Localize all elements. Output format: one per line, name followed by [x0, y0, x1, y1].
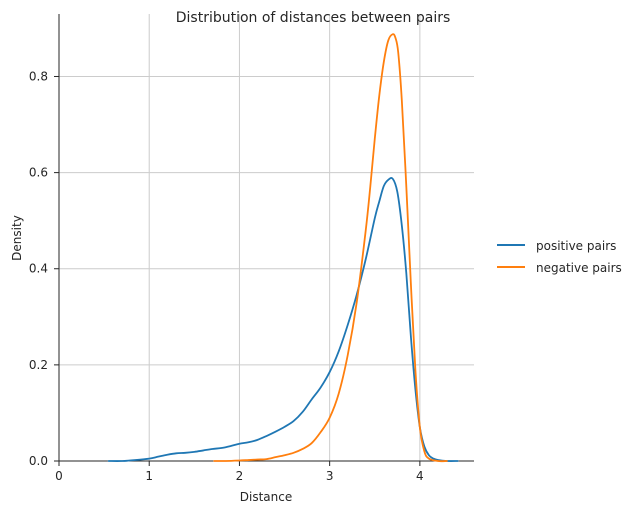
chart-title: Distribution of distances between pairs — [176, 10, 451, 26]
legend: positive pairs negative pairs — [497, 239, 622, 275]
y-tick-label: 0.4 — [29, 262, 48, 276]
legend-label-negative-pairs: negative pairs — [536, 261, 622, 275]
series-lines — [107, 33, 459, 463]
x-tick-label: 1 — [145, 469, 153, 483]
series-line-positive-pairs — [107, 177, 459, 462]
legend-label-positive-pairs: positive pairs — [536, 239, 616, 253]
x-tick-label: 3 — [326, 469, 334, 483]
x-tick-label: 0 — [55, 469, 63, 483]
x-axis-label: Distance — [240, 490, 292, 504]
x-tick-label: 2 — [236, 469, 244, 483]
grid — [59, 14, 474, 461]
y-tick-label: 0.0 — [29, 454, 48, 468]
x-tick-label: 4 — [416, 469, 424, 483]
y-axis-label: Density — [10, 215, 24, 261]
y-tick-label: 0.6 — [29, 166, 48, 180]
y-ticks: 0.0 0.2 0.4 0.6 0.8 — [29, 69, 59, 468]
series-line-negative-pairs — [213, 33, 448, 463]
y-tick-label: 0.2 — [29, 358, 48, 372]
axes — [58, 14, 474, 462]
x-ticks: 0 1 2 3 4 — [55, 461, 424, 483]
y-tick-label: 0.8 — [29, 69, 48, 83]
